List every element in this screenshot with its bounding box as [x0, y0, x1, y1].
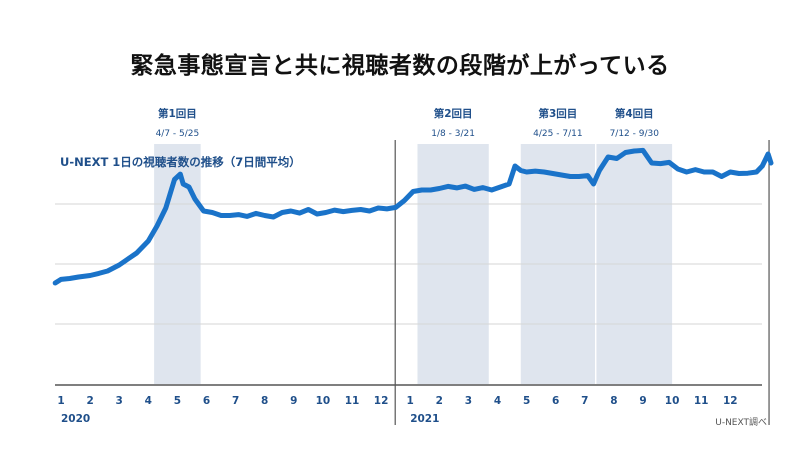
- headline: 緊急事態宣言と共に視聴者数の段階が上がっている: [130, 53, 670, 79]
- year-labels: 2020 2021: [61, 413, 439, 425]
- period-name-label: 第2回目: [434, 107, 473, 120]
- month-tick-labels: 1 2 3 4 5 6 7 8 9 10 11 12 1 2 3 4 5 6 7 8 9 10 11 12: [57, 395, 737, 407]
- month-tick-label: 11: [694, 395, 709, 407]
- month-tick-label: 1: [407, 395, 414, 407]
- month-tick-label: 7: [232, 395, 239, 407]
- month-tick-label: 2: [436, 395, 443, 407]
- gridlines: [55, 203, 762, 386]
- month-tick-label: 4: [145, 395, 152, 407]
- month-tick-label: 8: [261, 395, 268, 407]
- year-dividers: [394, 140, 770, 425]
- month-tick-label: 12: [723, 395, 738, 407]
- month-tick-label: 5: [523, 395, 530, 407]
- period-name-label: 第4回目: [615, 107, 654, 120]
- series-line: [52, 147, 774, 286]
- period-name-label: 第1回目: [158, 107, 197, 120]
- month-tick-label: 10: [665, 395, 680, 407]
- month-tick-label: 4: [494, 395, 501, 407]
- month-tick-label: 8: [610, 395, 617, 407]
- month-tick-label: 7: [581, 395, 588, 407]
- period-range-label: 1/8 - 3/21: [431, 129, 475, 139]
- month-tick-label: 3: [465, 395, 472, 407]
- period-range-label: 4/25 - 7/11: [533, 129, 582, 139]
- month-tick-label: 6: [552, 395, 559, 407]
- month-tick-label: 11: [345, 395, 360, 407]
- period-range-label: 7/12 - 9/30: [610, 129, 660, 139]
- month-tick-label: 6: [203, 395, 210, 407]
- source-note: U-NEXT調べ: [715, 416, 767, 428]
- year-label: 2020: [61, 413, 90, 425]
- month-tick-label: 12: [374, 395, 389, 407]
- month-tick-label: 9: [639, 395, 646, 407]
- period-range-label: 4/7 - 5/25: [156, 129, 200, 139]
- month-tick-label: 1: [57, 395, 64, 407]
- month-tick-label: 5: [174, 395, 181, 407]
- year-label: 2021: [410, 413, 439, 425]
- month-tick-label: 9: [290, 395, 297, 407]
- month-tick-label: 2: [86, 395, 93, 407]
- chart-title: U-NEXT 1日の視聴者数の推移（7日間平均）: [60, 155, 301, 169]
- month-tick-label: 10: [316, 395, 331, 407]
- period-name-label: 第3回目: [538, 107, 577, 120]
- month-tick-label: 3: [116, 395, 123, 407]
- period-labels: 第1回目 4/7 - 5/25 第2回目 1/8 - 3/21 第3回目 4/25 - 7…: [156, 107, 660, 139]
